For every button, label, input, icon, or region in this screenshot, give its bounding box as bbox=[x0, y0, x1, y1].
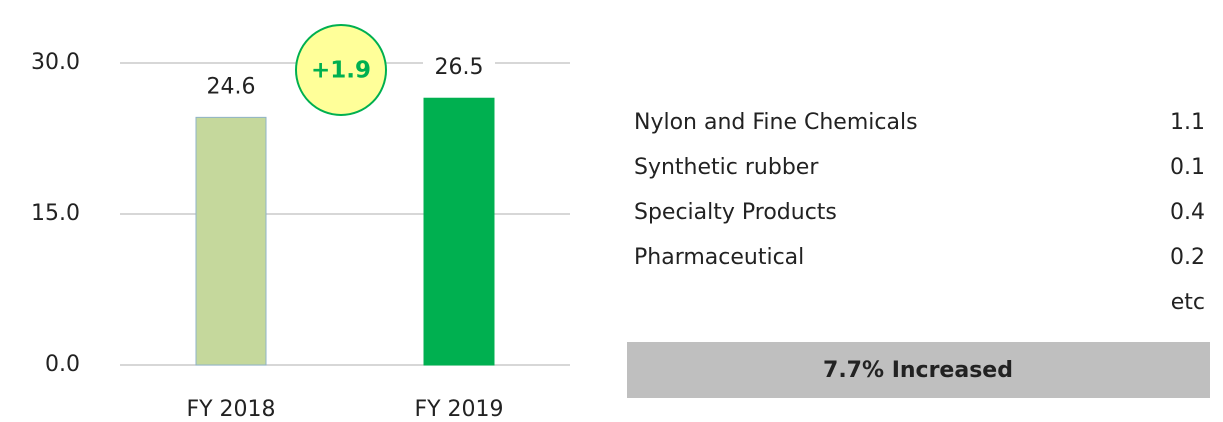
x-tick-label: FY 2018 bbox=[186, 397, 275, 422]
summary-box bbox=[627, 342, 1210, 398]
value-label: 24.6 bbox=[207, 74, 256, 99]
x-tick-label: FY 2019 bbox=[414, 397, 503, 422]
bar bbox=[423, 97, 495, 366]
y-tick-label: 30.0 bbox=[31, 50, 80, 75]
annotation: +1.9 bbox=[311, 58, 371, 84]
row-name: Synthetic rubber bbox=[634, 155, 819, 180]
row-value: 0.4 bbox=[1170, 200, 1205, 225]
y-tick-label: 0.0 bbox=[45, 352, 80, 377]
row-name: Pharmaceutical bbox=[634, 245, 804, 270]
row-value: 0.1 bbox=[1170, 155, 1205, 180]
row-name: Specialty Products bbox=[634, 200, 837, 225]
value-label: 26.5 bbox=[435, 55, 484, 80]
row-value: 0.2 bbox=[1170, 245, 1205, 270]
row-value: 1.1 bbox=[1170, 110, 1205, 135]
summary: 7.7% Increased bbox=[823, 358, 1013, 383]
label-backdrop bbox=[195, 73, 267, 102]
row-name: Nylon and Fine Chemicals bbox=[634, 110, 918, 135]
note: etc bbox=[1171, 290, 1205, 315]
y-tick-label: 15.0 bbox=[31, 201, 80, 226]
label-backdrop bbox=[423, 54, 495, 83]
annotation-badge bbox=[295, 24, 387, 116]
bar bbox=[195, 116, 267, 366]
